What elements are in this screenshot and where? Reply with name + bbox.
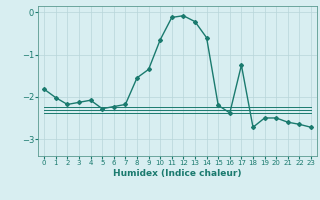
X-axis label: Humidex (Indice chaleur): Humidex (Indice chaleur) <box>113 169 242 178</box>
